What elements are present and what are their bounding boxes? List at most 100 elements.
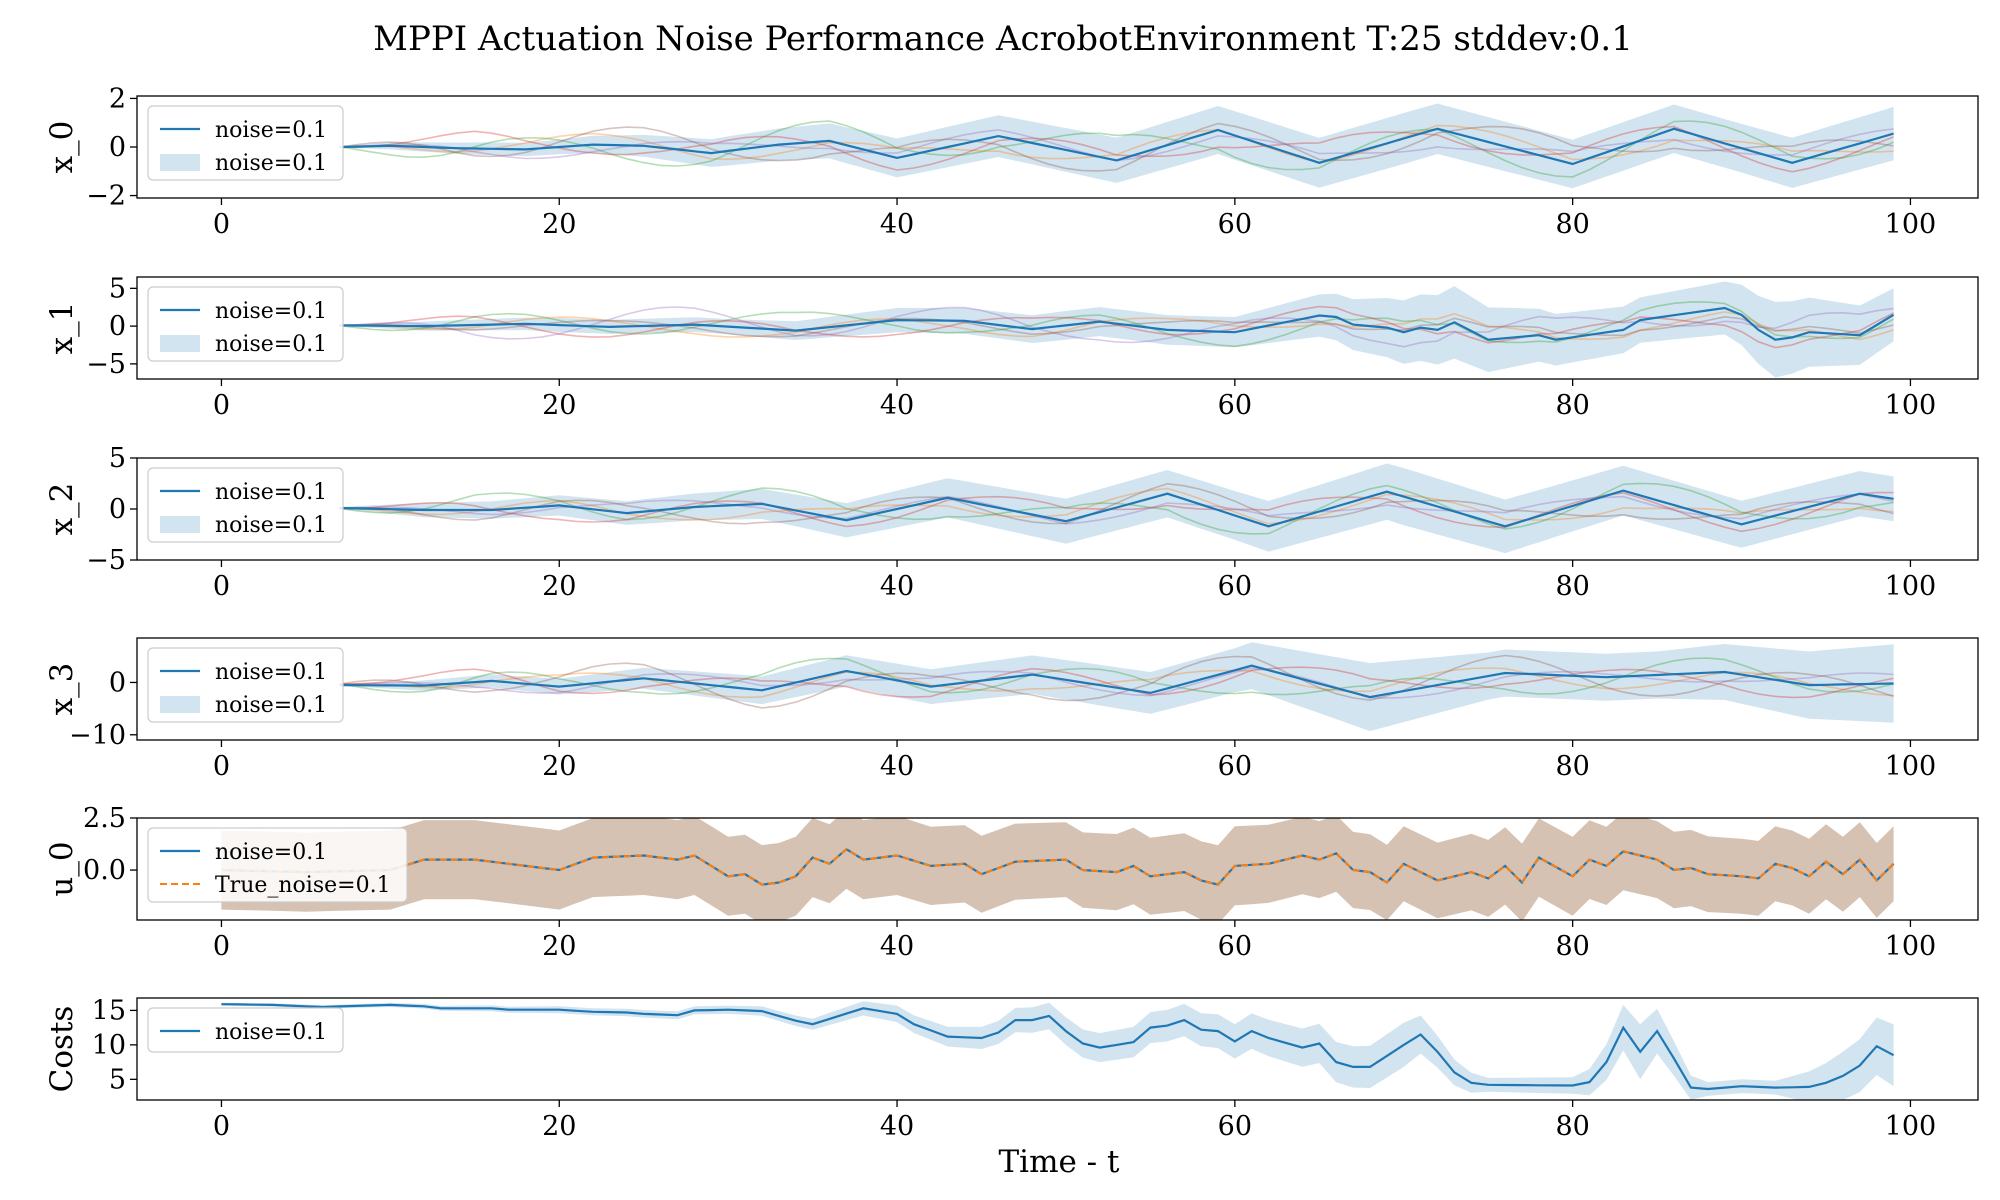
x-tick-label: 80 — [1555, 751, 1589, 782]
x-axis-label: Time - t — [999, 1144, 1121, 1180]
y-tick-label: −5 — [86, 349, 126, 380]
series-line — [339, 127, 1894, 166]
sample-trajectory — [339, 482, 1894, 525]
legend-box — [147, 647, 344, 723]
legend-label: noise=0.1 — [215, 660, 327, 685]
x-tick-label: 40 — [880, 390, 914, 421]
subplot-2: 0 20 40 60 80 100 5 0 −5x_1 noise=0.1 noise=0.1 — [44, 273, 1979, 421]
y-tick-label: −10 — [69, 720, 126, 751]
legend: noise=0.1 — [147, 1007, 344, 1053]
legend: noise=0.1 noise=0.1 — [147, 647, 344, 723]
legend-label: noise=0.1 — [215, 840, 327, 865]
axes-frame — [136, 997, 1979, 1101]
x-tick-label: 40 — [880, 571, 914, 602]
x-tick-label: 20 — [542, 209, 576, 240]
legend-label: noise=0.1 — [215, 151, 327, 176]
y-tick-label: −2 — [86, 181, 126, 212]
legend-box — [147, 286, 344, 362]
y-axis-label: x_1 — [44, 302, 80, 355]
x-tick-label: 60 — [1218, 209, 1252, 240]
x-tick-label: 100 — [1885, 751, 1937, 782]
legend-band-swatch — [160, 696, 200, 713]
x-tick-label: 60 — [1218, 751, 1252, 782]
sample-trajectory — [339, 124, 1894, 164]
legend-label: noise=0.1 — [215, 480, 327, 505]
sample-trajectory — [339, 667, 1894, 699]
y-tick-label: 0 — [109, 667, 126, 698]
x-tick-label: 20 — [542, 390, 576, 421]
legend-box — [147, 1007, 344, 1053]
x-tick-label: 0 — [213, 1111, 230, 1142]
subplot-4: 0 20 40 60 80 100 0 −10 x_3 noise=0.1 noise=0.1 — [44, 637, 1979, 782]
y-axis-label: x_0 — [44, 121, 80, 174]
y-tick-label: 2.5 — [83, 803, 126, 834]
legend-label: noise=0.1 — [215, 513, 327, 538]
sample-trajectory — [339, 654, 1894, 709]
x-tick-label: 40 — [880, 931, 914, 962]
x-tick-label: 100 — [1885, 209, 1937, 240]
axes-frame — [136, 276, 1979, 380]
sample-trajectory — [339, 125, 1894, 173]
y-tick-label: 5 — [109, 1064, 126, 1095]
series-line — [339, 489, 1894, 528]
legend-label: noise=0.1 — [215, 299, 327, 324]
legend: noise=0.1 noise=0.1 — [147, 286, 344, 362]
plot-area — [339, 103, 1894, 189]
x-tick-label: 100 — [1885, 931, 1937, 962]
sample-trajectory — [339, 305, 1894, 349]
x-tick-label: 80 — [1555, 931, 1589, 962]
legend-box — [147, 467, 344, 543]
series-line — [339, 306, 1895, 341]
series-line — [339, 664, 1894, 699]
x-tick-label: 20 — [542, 571, 576, 602]
x-tick-label: 80 — [1555, 571, 1589, 602]
series-line — [221, 1003, 1895, 1091]
sample-trajectory — [339, 487, 1894, 525]
legend-label: True_noise=0.1 — [215, 873, 391, 898]
y-tick-label: −5 — [86, 545, 126, 576]
y-tick-label: 2 — [109, 83, 126, 114]
y-axis-label: Costs — [44, 1006, 80, 1093]
y-tick-label: 15 — [92, 995, 126, 1026]
confidence-band — [339, 281, 1894, 378]
x-tick-label: 0 — [213, 571, 230, 602]
sample-trajectory — [339, 122, 1894, 172]
sample-trajectory — [339, 491, 1894, 533]
figure-title: MPPI Actuation Noise Performance Acrobot… — [373, 19, 1633, 59]
y-tick-label: 5 — [109, 273, 126, 304]
legend-band-swatch — [160, 516, 200, 533]
legend-label: noise=0.1 — [215, 693, 327, 718]
y-axis-label: u_0 — [44, 841, 80, 896]
x-tick-label: 40 — [880, 1111, 914, 1142]
sample-trajectory — [339, 306, 1894, 348]
x-tick-label: 0 — [213, 390, 230, 421]
legend-box — [147, 827, 408, 903]
y-tick-label: 0 — [109, 132, 126, 163]
y-axis-label: x_2 — [44, 483, 80, 536]
y-tick-label: 0.0 — [83, 855, 126, 886]
plot-area — [221, 1001, 1895, 1100]
x-tick-label: 0 — [213, 209, 230, 240]
legend: noise=0.1 noise=0.1 — [147, 105, 344, 181]
x-tick-label: 40 — [880, 209, 914, 240]
x-tick-label: 80 — [1555, 390, 1589, 421]
confidence-band — [339, 103, 1894, 189]
legend-label: noise=0.1 — [215, 118, 327, 143]
x-tick-label: 0 — [213, 751, 230, 782]
x-tick-label: 60 — [1218, 390, 1252, 421]
x-tick-label: 60 — [1218, 931, 1252, 962]
x-tick-label: 20 — [542, 751, 576, 782]
subplot-3: 0 20 40 60 80 100 5 0 −5x_2 noise=0.1 noise=0.1 — [44, 443, 1979, 602]
y-tick-label: 0 — [109, 494, 126, 525]
x-tick-label: 80 — [1555, 209, 1589, 240]
y-tick-label: 5 — [109, 443, 126, 474]
legend-label: noise=0.1 — [215, 332, 327, 357]
x-tick-label: 20 — [542, 1111, 576, 1142]
sample-trajectory — [339, 657, 1894, 696]
subplot-5: 0 20 40 60 80 100 2.5 0.0u_0 noise=0.1 True_noise… — [44, 803, 1979, 962]
x-tick-label: 20 — [542, 931, 576, 962]
legend: noise=0.1 True_noise=0.1 — [147, 827, 408, 903]
